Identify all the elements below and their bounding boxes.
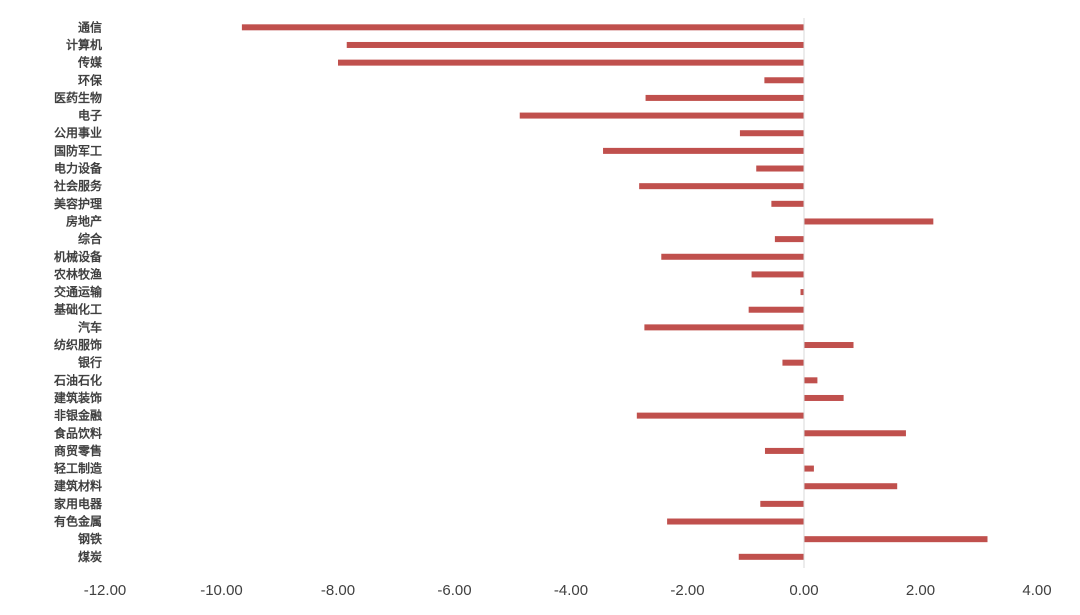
category-label: 计算机 xyxy=(66,37,102,52)
category-label: 房地产 xyxy=(66,213,102,228)
bar xyxy=(644,324,804,331)
category-label: 农林牧渔 xyxy=(53,266,102,281)
bar xyxy=(774,236,805,243)
category-label: 纺织服饰 xyxy=(54,337,102,352)
bar xyxy=(800,289,804,296)
bar xyxy=(804,377,818,384)
x-tick-label: 4.00 xyxy=(1022,582,1051,599)
category-label: 建筑装饰 xyxy=(53,390,102,405)
bar xyxy=(645,94,804,101)
x-tick-label: -12.00 xyxy=(84,582,127,599)
bar xyxy=(804,465,814,472)
bar xyxy=(603,147,804,154)
x-tick-label: -8.00 xyxy=(321,582,355,599)
bar xyxy=(782,359,804,366)
x-tick-label: -4.00 xyxy=(554,582,588,599)
bar xyxy=(346,41,804,48)
bar xyxy=(639,183,804,190)
x-tick-label: -10.00 xyxy=(200,582,243,599)
x-tick-label: -2.00 xyxy=(670,582,704,599)
bar xyxy=(241,24,804,31)
category-label: 医药生物 xyxy=(54,90,102,105)
bar xyxy=(760,500,804,507)
category-label: 建筑材料 xyxy=(53,478,102,493)
category-label: 社会服务 xyxy=(53,178,103,193)
category-label: 电子 xyxy=(78,108,102,123)
category-label: 机械设备 xyxy=(54,249,103,264)
bar xyxy=(338,59,804,66)
bar xyxy=(804,483,898,490)
bar xyxy=(751,271,804,278)
bar xyxy=(771,200,804,207)
category-label: 公用事业 xyxy=(54,125,102,140)
bar xyxy=(756,165,804,172)
category-label: 电力设备 xyxy=(54,161,103,176)
category-label: 环保 xyxy=(78,72,103,87)
category-label: 传媒 xyxy=(77,55,103,70)
category-label: 石油石化 xyxy=(53,372,102,387)
category-label: 银行 xyxy=(78,355,102,370)
category-label: 汽车 xyxy=(78,319,102,334)
bar xyxy=(804,342,854,349)
category-label: 钢铁 xyxy=(78,531,102,546)
bar xyxy=(804,394,844,401)
bar xyxy=(739,130,804,137)
bar xyxy=(804,536,988,543)
category-label: 煤炭 xyxy=(78,549,102,564)
category-label: 通信 xyxy=(78,19,102,34)
bar xyxy=(764,447,804,454)
category-label: 轻工制造 xyxy=(54,461,103,476)
category-label: 商贸零售 xyxy=(54,443,102,458)
category-label: 家用电器 xyxy=(54,496,103,511)
category-label: 综合 xyxy=(78,231,103,246)
bar xyxy=(804,218,934,225)
bar xyxy=(804,430,906,437)
bar xyxy=(636,412,804,419)
bars-layer xyxy=(241,24,988,560)
x-tick-label: 0.00 xyxy=(789,582,818,599)
category-label: 食品饮料 xyxy=(53,425,102,440)
x-tick-label: 2.00 xyxy=(906,582,935,599)
category-label: 交通运输 xyxy=(54,284,103,299)
category-label: 美容护理 xyxy=(54,196,102,211)
category-label: 基础化工 xyxy=(53,302,102,317)
bar xyxy=(748,306,804,313)
category-label: 国防军工 xyxy=(54,143,102,158)
bar xyxy=(667,518,804,525)
x-tick-labels: -12.00 -10.00 -8.00 -6.00 -4.00 -2.00 0.00 2.00… xyxy=(84,582,1052,599)
bar xyxy=(738,553,804,560)
category-label: 有色金属 xyxy=(54,514,102,529)
bar xyxy=(764,77,804,84)
bar xyxy=(519,112,804,119)
bar xyxy=(661,253,804,260)
category-label: 非银金融 xyxy=(54,408,102,423)
x-tick-label: -6.00 xyxy=(437,582,471,599)
category-labels: 通信计算机传媒环保医药生物电子公用事业国防军工电力设备社会服务美容护理房地产综合… xyxy=(53,19,103,564)
